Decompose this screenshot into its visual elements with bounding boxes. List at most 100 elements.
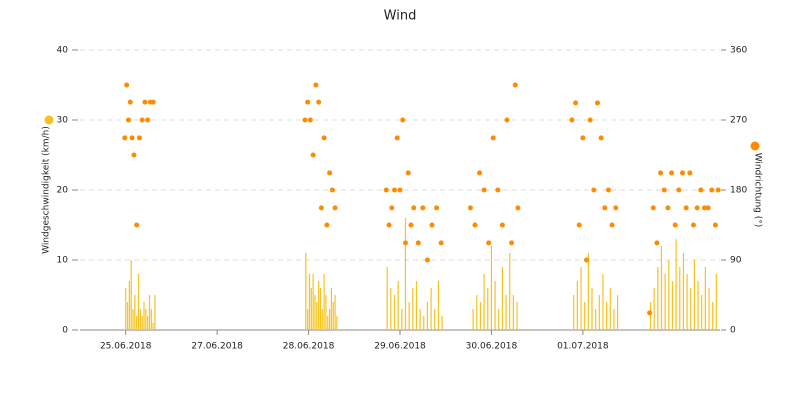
direction-point bbox=[605, 187, 611, 193]
direction-point bbox=[658, 170, 664, 176]
x-tick-label: 28.06.2018 bbox=[283, 342, 335, 352]
direction-point bbox=[580, 135, 586, 141]
direction-point bbox=[321, 135, 327, 141]
direction-point bbox=[680, 170, 686, 176]
direction-point bbox=[122, 135, 128, 141]
direction-point bbox=[405, 170, 411, 176]
direction-point bbox=[467, 205, 473, 211]
direction-point bbox=[386, 222, 392, 228]
direction-point bbox=[701, 205, 707, 211]
direction-point bbox=[389, 205, 395, 211]
direction-point bbox=[318, 205, 324, 211]
direction-point bbox=[650, 205, 656, 211]
direction-point bbox=[515, 205, 521, 211]
direction-point bbox=[609, 222, 615, 228]
direction-point bbox=[383, 187, 389, 193]
direction-point bbox=[509, 240, 515, 246]
direction-point bbox=[715, 187, 721, 193]
direction-point bbox=[569, 117, 575, 123]
direction-point bbox=[429, 222, 435, 228]
y2-tick-label: 270 bbox=[730, 116, 747, 126]
y-tick-label: 0 bbox=[62, 326, 68, 336]
direction-point bbox=[136, 135, 142, 141]
direction-point bbox=[698, 187, 704, 193]
direction-point bbox=[397, 187, 403, 193]
y2-tick-label: 180 bbox=[730, 186, 747, 196]
direction-point bbox=[472, 222, 478, 228]
direction-point bbox=[690, 222, 696, 228]
direction-point bbox=[709, 187, 715, 193]
y-tick-label: 20 bbox=[57, 186, 69, 196]
direction-point bbox=[142, 99, 148, 105]
direction-point bbox=[504, 117, 510, 123]
direction-point bbox=[392, 187, 398, 193]
direction-point bbox=[139, 117, 145, 123]
direction-point bbox=[594, 100, 600, 106]
direction-point bbox=[424, 257, 430, 263]
direction-point bbox=[587, 117, 593, 123]
direction-point bbox=[324, 222, 330, 228]
direction-point bbox=[131, 152, 137, 158]
direction-point bbox=[134, 222, 140, 228]
direction-point bbox=[481, 187, 487, 193]
direction-point bbox=[310, 152, 316, 158]
direction-point bbox=[669, 170, 675, 176]
direction-point bbox=[573, 100, 579, 106]
direction-point bbox=[477, 170, 483, 176]
direction-point bbox=[129, 135, 135, 141]
direction-point bbox=[327, 170, 333, 176]
direction-point bbox=[400, 117, 406, 123]
direction-point bbox=[434, 205, 440, 211]
direction-point bbox=[654, 240, 660, 246]
y-tick-label: 30 bbox=[57, 116, 69, 126]
x-tick-label: 27.06.2018 bbox=[191, 342, 243, 352]
direction-point bbox=[683, 205, 689, 211]
direction-point bbox=[420, 205, 426, 211]
y-tick-label: 10 bbox=[57, 256, 69, 266]
direction-point bbox=[602, 205, 608, 211]
direction-point bbox=[705, 205, 711, 211]
direction-point bbox=[647, 310, 653, 316]
y2-tick-label: 360 bbox=[730, 46, 747, 56]
direction-point bbox=[316, 99, 322, 105]
direction-point bbox=[584, 257, 590, 263]
x-tick-label: 30.06.2018 bbox=[466, 342, 518, 352]
direction-point bbox=[687, 170, 693, 176]
direction-point bbox=[411, 205, 417, 211]
chart-title: Wind bbox=[384, 9, 417, 24]
direction-point bbox=[438, 240, 444, 246]
direction-point bbox=[332, 205, 338, 211]
legend-marker bbox=[750, 141, 760, 151]
direction-point bbox=[394, 135, 400, 141]
x-tick-label: 01.07.2018 bbox=[557, 342, 609, 352]
direction-point bbox=[313, 82, 319, 88]
direction-point bbox=[486, 240, 492, 246]
x-tick-label: 25.06.2018 bbox=[100, 342, 152, 352]
direction-point bbox=[613, 205, 619, 211]
direction-point bbox=[495, 187, 501, 193]
direction-point bbox=[512, 82, 518, 88]
direction-point bbox=[408, 222, 414, 228]
y2-tick-label: 0 bbox=[730, 326, 736, 336]
direction-point bbox=[124, 82, 130, 88]
legend-marker bbox=[44, 115, 54, 125]
direction-point bbox=[307, 117, 313, 123]
direction-point bbox=[150, 99, 156, 105]
direction-point bbox=[499, 222, 505, 228]
x-tick-label: 29.06.2018 bbox=[374, 342, 426, 352]
direction-point bbox=[490, 135, 496, 141]
direction-point bbox=[665, 205, 671, 211]
direction-point bbox=[415, 240, 421, 246]
direction-point bbox=[127, 99, 133, 105]
direction-point bbox=[125, 117, 131, 123]
direction-point bbox=[672, 222, 678, 228]
direction-point bbox=[329, 187, 335, 193]
y-tick-label: 40 bbox=[57, 46, 69, 56]
direction-point bbox=[661, 187, 667, 193]
y2-tick-label: 90 bbox=[730, 256, 742, 266]
direction-point bbox=[676, 187, 682, 193]
direction-point bbox=[576, 222, 582, 228]
direction-point bbox=[598, 135, 604, 141]
direction-point bbox=[712, 222, 718, 228]
